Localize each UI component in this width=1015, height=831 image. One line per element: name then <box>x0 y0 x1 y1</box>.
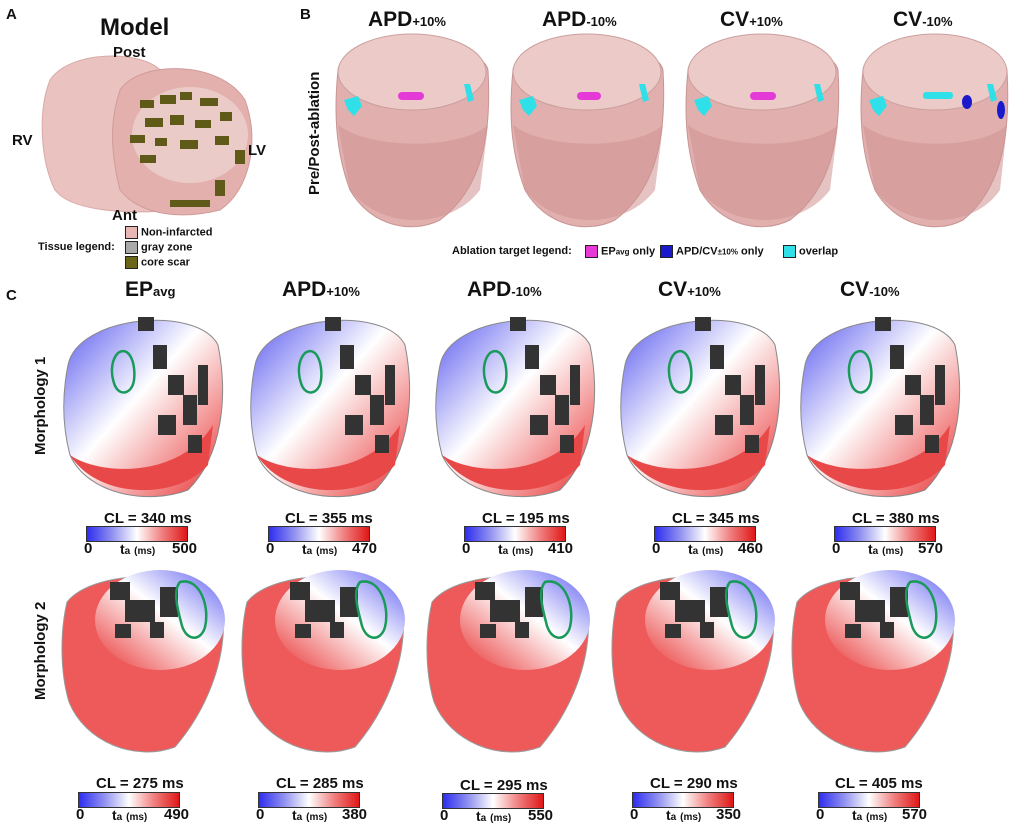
cbar-min-m2-3: 0 <box>440 807 449 824</box>
ta-label-m2-2: ta (ms) <box>292 807 328 823</box>
cbar-min-m2-2: 0 <box>256 806 265 823</box>
row-label-pre-post-ablation: Pre/Post-ablation <box>306 71 323 195</box>
activation-map-m1-cv-plus <box>620 317 781 498</box>
cl-m1-4: CL = 345 ms <box>672 510 760 527</box>
cbar-max-m2-5: 570 <box>902 806 928 823</box>
model-heart-figure <box>41 55 253 216</box>
ablation-legend-apd-cv: APD/CV±10% only <box>660 245 764 258</box>
activation-map-m1-cv-minus <box>800 317 961 498</box>
colorbar-m2-4 <box>632 792 734 808</box>
row-label-morphology-2: Morphology 2 <box>32 601 49 700</box>
cbar-min-m2-4: 0 <box>630 806 639 823</box>
cbar-max-m1-2: 470 <box>352 540 378 557</box>
ta-label-m1-2: ta (ms) <box>302 541 338 557</box>
panel-a-title: Model <box>100 14 170 41</box>
activation-map-m2-cv-minus <box>791 570 955 753</box>
colorbar-m2-2 <box>258 792 360 808</box>
colorbar-m1-1 <box>86 526 188 542</box>
cbar-min-m1-2: 0 <box>266 540 275 557</box>
tissue-legend-core-scar: core scar <box>125 256 190 269</box>
cbar-max-m1-1: 500 <box>172 540 198 557</box>
cbar-min-m1-1: 0 <box>84 540 93 557</box>
colorbar-m2-1 <box>78 792 180 808</box>
ablation-legend-epavg: EPavg only <box>585 245 655 258</box>
colorbar-m2-3 <box>442 793 544 809</box>
ablation-heart-apd-plus <box>335 33 490 228</box>
ablation-legend-title: Ablation target legend: <box>452 245 572 257</box>
panel-b-col-title-4: CV-10% <box>893 8 953 31</box>
activation-map-m1-apd-minus <box>435 317 596 498</box>
panel-c-col-title-1: EPavg <box>125 278 176 301</box>
panel-b-col-title-3: CV+10% <box>720 8 783 31</box>
ta-label-m2-1: ta (ms) <box>112 807 148 823</box>
tissue-legend-title: Tissue legend: <box>38 241 115 253</box>
tissue-legend-non-infarcted: Non-infarcted <box>125 226 213 239</box>
panel-letter-a: A <box>6 6 17 23</box>
ta-label-m1-4: ta (ms) <box>688 541 724 557</box>
colorbar-m1-2 <box>268 526 370 542</box>
cl-m1-2: CL = 355 ms <box>285 510 373 527</box>
label-rv: RV <box>12 132 33 149</box>
colorbar-m1-5 <box>834 526 936 542</box>
cl-m1-5: CL = 380 ms <box>852 510 940 527</box>
cbar-max-m2-2: 380 <box>342 806 368 823</box>
cl-m2-4: CL = 290 ms <box>650 775 738 792</box>
panel-b-col-title-1: APD+10% <box>368 8 446 31</box>
cl-m2-3: CL = 295 ms <box>460 777 548 794</box>
ta-label-m2-5: ta (ms) <box>852 807 888 823</box>
cl-m2-5: CL = 405 ms <box>835 775 923 792</box>
panel-b-col-title-2: APD-10% <box>542 8 617 31</box>
panel-letter-c: C <box>6 287 17 304</box>
cbar-min-m1-3: 0 <box>462 540 471 557</box>
panel-letter-b: B <box>300 6 311 23</box>
label-post: Post <box>113 44 146 61</box>
panel-c-col-title-4: CV+10% <box>658 278 721 301</box>
cbar-max-m2-4: 350 <box>716 806 742 823</box>
ta-label-m2-3: ta (ms) <box>476 808 512 824</box>
cbar-min-m1-5: 0 <box>832 540 841 557</box>
colorbar-m2-5 <box>818 792 920 808</box>
panel-c-col-title-3: APD-10% <box>467 278 542 301</box>
activation-map-m2-apd-minus <box>426 570 590 753</box>
activation-map-m1-epavg <box>63 317 224 498</box>
panel-c-col-title-5: CV-10% <box>840 278 900 301</box>
cl-m1-1: CL = 340 ms <box>104 510 192 527</box>
cl-m2-2: CL = 285 ms <box>276 775 364 792</box>
cbar-max-m1-4: 460 <box>738 540 764 557</box>
ta-label-m2-4: ta (ms) <box>666 807 702 823</box>
cbar-min-m2-5: 0 <box>816 806 825 823</box>
cl-m2-1: CL = 275 ms <box>96 775 184 792</box>
label-lv: LV <box>248 142 267 159</box>
row-label-morphology-1: Morphology 1 <box>32 356 49 455</box>
ablation-heart-cv-minus <box>860 33 1009 228</box>
tissue-legend-gray-zone: gray zone <box>125 241 192 254</box>
cbar-max-m2-3: 550 <box>528 807 554 824</box>
activation-map-m2-apd-plus <box>241 570 405 753</box>
cbar-min-m2-1: 0 <box>76 806 85 823</box>
ablation-heart-apd-minus <box>510 33 665 228</box>
ta-label-m1-1: ta (ms) <box>120 541 156 557</box>
cbar-max-m1-3: 410 <box>548 540 574 557</box>
cl-m1-3: CL = 195 ms <box>482 510 570 527</box>
colorbar-m1-4 <box>654 526 756 542</box>
label-ant: Ant <box>112 207 137 224</box>
ta-label-m1-3: ta (ms) <box>498 541 534 557</box>
cbar-max-m1-5: 570 <box>918 540 944 557</box>
colorbar-m1-3 <box>464 526 566 542</box>
panel-c-col-title-2: APD+10% <box>282 278 360 301</box>
activation-map-m1-apd-plus <box>250 317 411 498</box>
cbar-max-m2-1: 490 <box>164 806 190 823</box>
ablation-legend-overlap: overlap <box>783 245 838 258</box>
activation-map-m2-cv-plus <box>611 570 775 753</box>
ta-label-m1-5: ta (ms) <box>868 541 904 557</box>
cbar-min-m1-4: 0 <box>652 540 661 557</box>
ablation-heart-cv-plus <box>685 33 840 228</box>
activation-map-m2-epavg <box>61 570 225 753</box>
